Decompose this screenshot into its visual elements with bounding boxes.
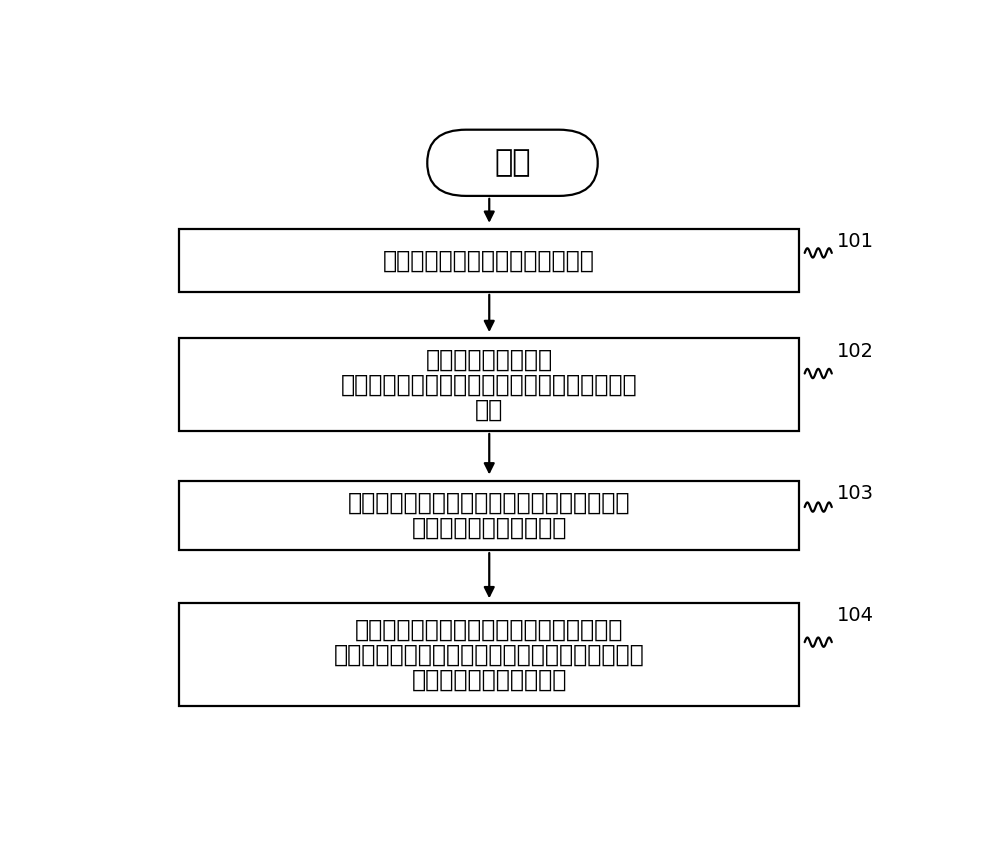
Text: 生成钣金件的折弯状态的设计模型: 生成钣金件的折弯状态的设计模型: [383, 249, 595, 273]
Bar: [179, 338, 799, 431]
Text: 基于折弯状态的设计: 基于折弯状态的设计: [426, 347, 553, 372]
Text: 根据多条折弯拟合曲线生成钣金件的折弯工艺: 根据多条折弯拟合曲线生成钣金件的折弯工艺: [348, 491, 631, 515]
Text: 102: 102: [836, 341, 873, 360]
Bar: [179, 481, 799, 550]
Text: 模型并进行工艺信息标注: 模型并进行工艺信息标注: [412, 516, 567, 540]
Text: 103: 103: [836, 484, 873, 503]
Text: 根据预设的工艺参数对展开的折弯工艺模型: 根据预设的工艺参数对展开的折弯工艺模型: [355, 617, 623, 642]
Text: 曲线: 曲线: [475, 398, 503, 421]
FancyBboxPatch shape: [427, 130, 598, 196]
Text: 进行处理，生成钣金件的下料状态模型和铣边状态: 进行处理，生成钣金件的下料状态模型和铣边状态: [334, 642, 645, 666]
Bar: [179, 229, 799, 292]
Text: 101: 101: [836, 232, 873, 251]
Text: 开始: 开始: [494, 148, 531, 177]
Text: 模型并进行工艺信息标注: 模型并进行工艺信息标注: [412, 667, 567, 691]
Bar: [179, 603, 799, 706]
Text: 模型生成钣金件外廓型面的连续的多条折弯拟合: 模型生成钣金件外廓型面的连续的多条折弯拟合: [341, 372, 638, 396]
Text: 104: 104: [836, 606, 873, 625]
